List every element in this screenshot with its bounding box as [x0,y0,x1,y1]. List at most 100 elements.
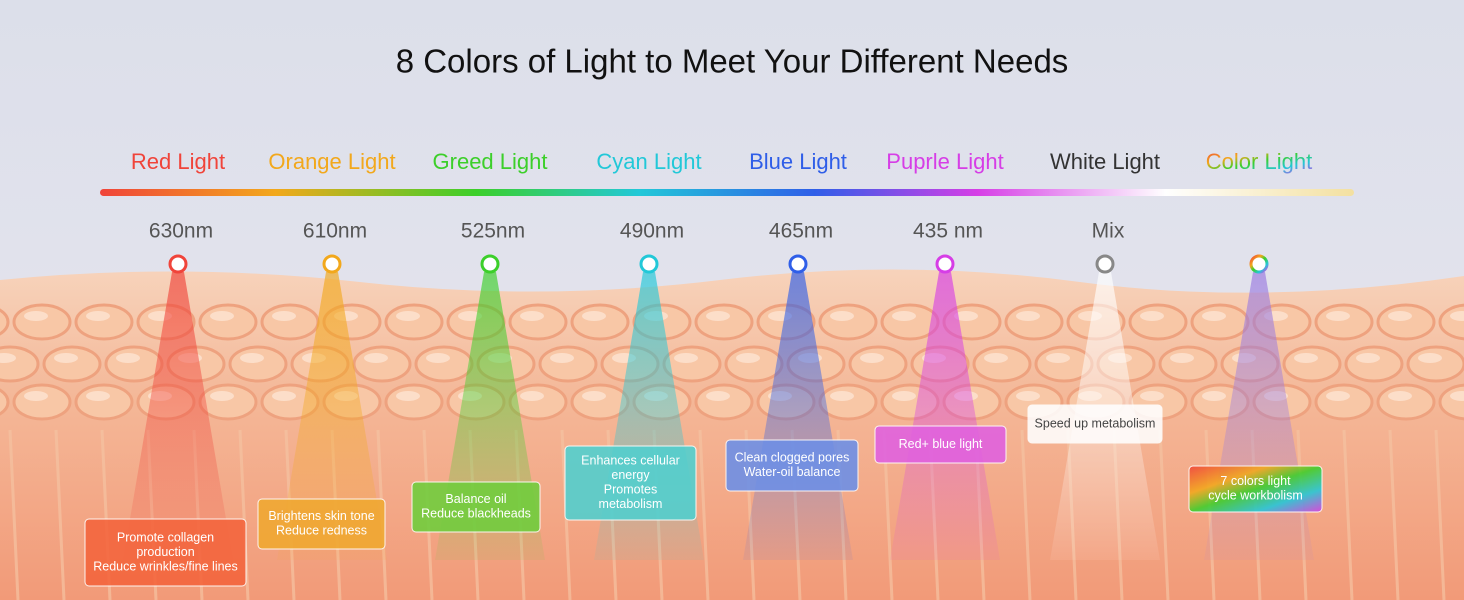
cell [1314,383,1374,421]
wavelength: 525nm [461,220,525,243]
cell-highlight [1326,391,1350,401]
cell [74,383,134,421]
lights: Red Light 630nm Promote collagenproduction… [84,149,1323,587]
cell [198,383,258,421]
fiber [698,429,710,600]
fiber [1204,429,1216,600]
description-line: Reduce wrinkles/fine lines [93,559,238,573]
cell-highlight [364,353,388,363]
cell-highlight [86,311,110,321]
cell-highlight [550,353,574,363]
cell-highlight [520,391,544,401]
cell [694,303,754,341]
cell [228,345,288,383]
description-box [84,518,247,587]
cell-highlight [984,353,1008,363]
cell [972,345,1032,383]
cell [12,383,72,421]
cell-highlight [674,353,698,363]
cell-highlight [396,311,420,321]
cell-highlight [892,311,916,321]
light-name: Color Light [1206,149,1312,174]
cell [1344,345,1404,383]
wavelength: 465nm [769,220,833,243]
cell-highlight [458,311,482,321]
fiber [1020,429,1032,600]
cell-highlight [24,391,48,401]
cell-highlight [582,311,606,321]
cell-highlight [954,311,978,321]
beam [123,272,233,560]
cell [1314,303,1374,341]
cell-highlight [1016,391,1040,401]
cell-highlight [426,353,450,363]
beam [277,272,387,560]
cell-highlight [86,391,110,401]
cell-highlight [1202,311,1226,321]
spectrum-bar [100,189,1354,196]
cell [104,345,164,383]
beam [890,272,1000,560]
cell-highlight [1170,353,1194,363]
cell [260,303,320,341]
light-name: Red Light [131,149,225,174]
fiber [1434,429,1446,600]
cell-highlight [1140,311,1164,321]
description-box [257,498,386,550]
wavelength: 610nm [303,220,367,243]
light-ring [1249,254,1269,274]
description-line: Red+ blue light [899,437,983,451]
wavelength: 435 nm [913,220,983,243]
description-line: Enhances cellular [581,454,680,468]
cell [12,303,72,341]
cell [384,383,444,421]
description-box [564,445,697,521]
cell [538,345,598,383]
cell-highlight [396,391,420,401]
light-name: Greed Light [433,149,548,174]
cell-highlight [1356,353,1380,363]
fiber [1388,429,1400,600]
cell-highlight [706,391,730,401]
cell-highlight [830,391,854,401]
title: 8 Colors of Light to Meet Your Different… [396,43,1069,80]
cell-highlight [272,391,296,401]
fiber [238,429,250,600]
description-line: metabolism [599,497,663,511]
cell-highlight [116,353,140,363]
cell [0,345,40,383]
cell-highlight [54,353,78,363]
description-line: Promotes [604,483,658,497]
cell-highlight [1294,353,1318,363]
cell [570,303,630,341]
description-line: energy [611,468,650,482]
cell-highlight [1450,391,1464,401]
cell-highlight [1046,353,1070,363]
light-ring [480,254,500,274]
cell-highlight [706,311,730,321]
cell-highlight [1388,391,1412,401]
description-box [1188,465,1323,513]
cell-highlight [1450,311,1464,321]
cell [1282,345,1342,383]
description-box [725,439,859,492]
cell-highlight [1016,311,1040,321]
fiber [8,429,20,600]
description-line: Clean clogged pores [735,451,850,465]
cell-highlight [1388,311,1412,321]
wavelength: 630nm [149,220,213,243]
cell [384,303,444,341]
cell [818,303,878,341]
light-name: Orange Light [268,149,395,174]
fiber [1342,429,1354,600]
cell [508,303,568,341]
cell [818,383,878,421]
cell-highlight [520,311,544,321]
description-line: Reduce blackheads [421,507,531,521]
light-name: White Light [1050,149,1160,174]
cell [848,345,908,383]
cell [0,308,10,336]
light-ring [935,254,955,274]
